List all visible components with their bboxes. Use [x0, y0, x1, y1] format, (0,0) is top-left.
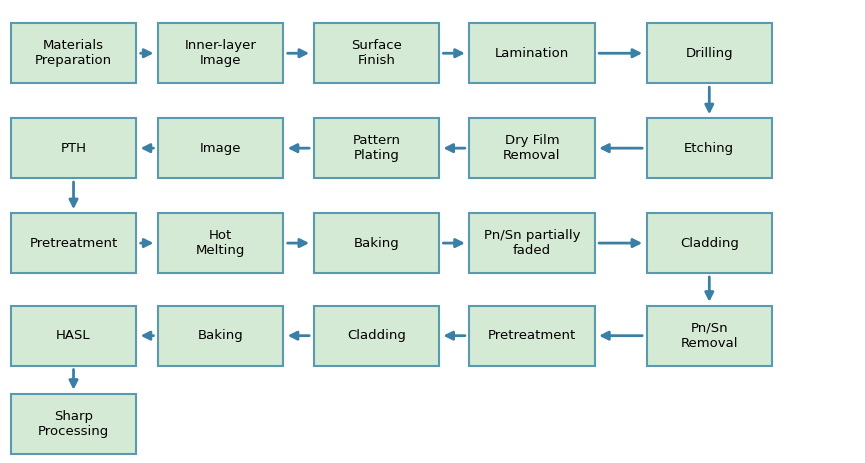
- Text: Pretreatment: Pretreatment: [29, 237, 118, 250]
- Text: Pn/Sn
Removal: Pn/Sn Removal: [681, 322, 738, 350]
- FancyBboxPatch shape: [314, 213, 439, 273]
- FancyBboxPatch shape: [314, 118, 439, 178]
- Text: Hot
Melting: Hot Melting: [195, 229, 246, 257]
- Text: Pn/Sn partially
faded: Pn/Sn partially faded: [484, 229, 580, 257]
- Text: Pattern
Plating: Pattern Plating: [352, 134, 400, 162]
- FancyBboxPatch shape: [11, 306, 137, 366]
- Text: Lamination: Lamination: [495, 47, 569, 60]
- FancyBboxPatch shape: [469, 23, 595, 83]
- Text: HASL: HASL: [56, 329, 91, 342]
- FancyBboxPatch shape: [469, 118, 595, 178]
- FancyBboxPatch shape: [11, 118, 137, 178]
- Text: Drilling: Drilling: [685, 47, 734, 60]
- Text: Sharp
Processing: Sharp Processing: [38, 410, 109, 438]
- Text: Pretreatment: Pretreatment: [488, 329, 576, 342]
- FancyBboxPatch shape: [469, 306, 595, 366]
- Text: Cladding: Cladding: [347, 329, 406, 342]
- FancyBboxPatch shape: [314, 306, 439, 366]
- Text: Image: Image: [200, 142, 241, 155]
- Text: Baking: Baking: [354, 237, 399, 250]
- FancyBboxPatch shape: [314, 23, 439, 83]
- FancyBboxPatch shape: [11, 23, 137, 83]
- FancyBboxPatch shape: [11, 213, 137, 273]
- Text: Materials
Preparation: Materials Preparation: [35, 39, 112, 67]
- Text: Surface
Finish: Surface Finish: [351, 39, 401, 67]
- Text: PTH: PTH: [61, 142, 86, 155]
- Text: Inner-layer
Image: Inner-layer Image: [184, 39, 257, 67]
- FancyBboxPatch shape: [469, 213, 595, 273]
- FancyBboxPatch shape: [647, 23, 772, 83]
- Text: Baking: Baking: [198, 329, 243, 342]
- FancyBboxPatch shape: [647, 118, 772, 178]
- FancyBboxPatch shape: [647, 213, 772, 273]
- FancyBboxPatch shape: [157, 213, 284, 273]
- FancyBboxPatch shape: [11, 394, 137, 454]
- Text: Cladding: Cladding: [680, 237, 739, 250]
- Text: Etching: Etching: [684, 142, 734, 155]
- FancyBboxPatch shape: [647, 306, 772, 366]
- Text: Dry Film
Removal: Dry Film Removal: [503, 134, 561, 162]
- FancyBboxPatch shape: [157, 23, 284, 83]
- FancyBboxPatch shape: [157, 118, 284, 178]
- FancyBboxPatch shape: [157, 306, 284, 366]
